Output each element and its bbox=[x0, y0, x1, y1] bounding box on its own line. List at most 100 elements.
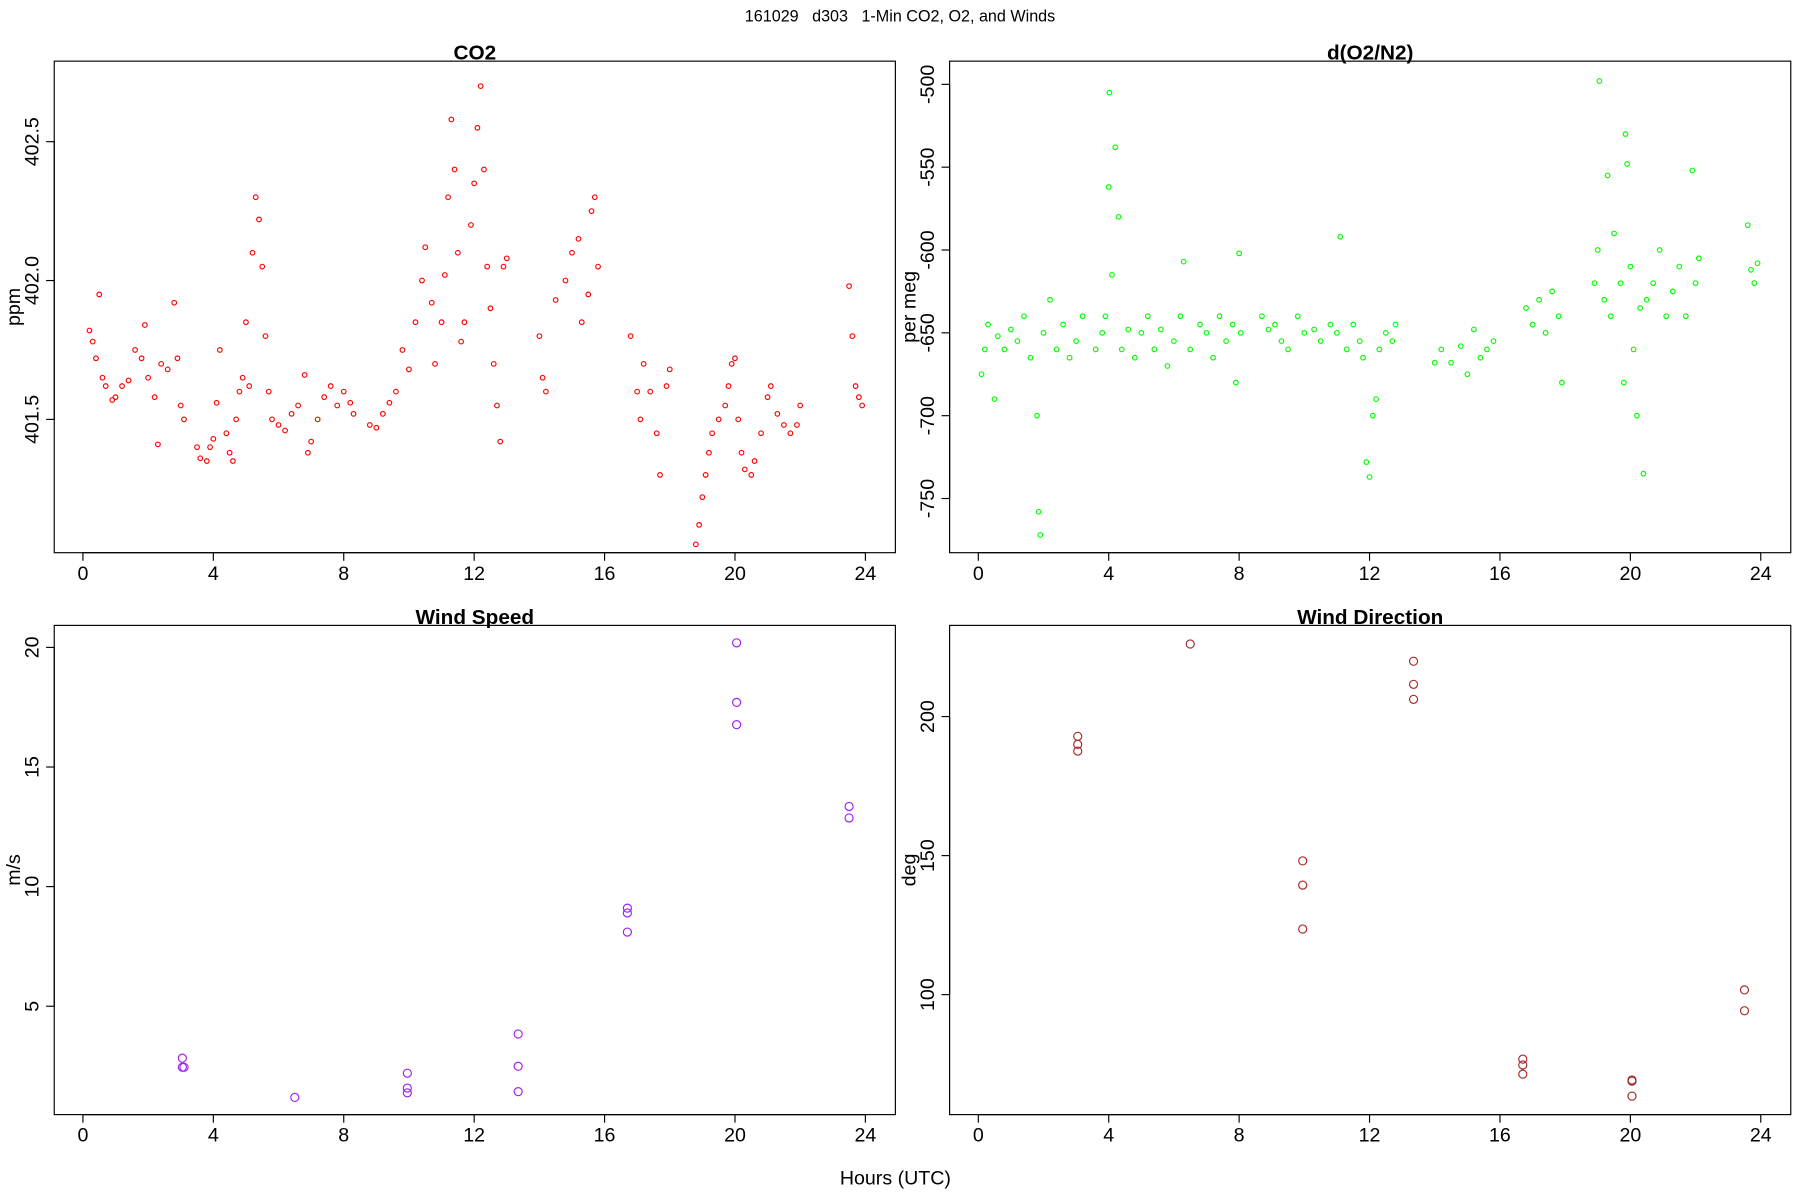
data-point bbox=[735, 416, 742, 423]
data-point bbox=[859, 402, 866, 409]
data-point bbox=[666, 366, 673, 373]
data-point bbox=[1617, 280, 1624, 287]
data-point bbox=[1555, 313, 1562, 320]
data-point bbox=[1229, 321, 1236, 328]
data-point bbox=[1021, 313, 1027, 320]
data-point bbox=[1604, 172, 1611, 179]
data-point bbox=[1591, 280, 1598, 287]
data-point bbox=[386, 399, 393, 406]
y-tick-label: 10 bbox=[22, 876, 44, 898]
data-point bbox=[340, 388, 347, 395]
data-point bbox=[1343, 346, 1350, 353]
data-point bbox=[1265, 326, 1272, 333]
data-point bbox=[432, 360, 438, 367]
data-point bbox=[1317, 338, 1324, 345]
data-point bbox=[1744, 222, 1751, 229]
data-point bbox=[728, 360, 735, 367]
data-point bbox=[295, 402, 301, 409]
panel-title: Wind Direction bbox=[1297, 606, 1443, 629]
data-point bbox=[731, 638, 742, 648]
data-point bbox=[578, 319, 585, 326]
data-point bbox=[780, 422, 787, 428]
y-tick-label: -550 bbox=[917, 147, 939, 186]
data-point bbox=[402, 1088, 412, 1098]
data-point bbox=[155, 441, 161, 448]
data-point bbox=[1099, 329, 1106, 336]
data-point bbox=[702, 472, 709, 478]
data-point bbox=[487, 305, 494, 312]
data-point bbox=[102, 383, 109, 389]
x-tick-label: 24 bbox=[854, 563, 876, 585]
data-point bbox=[1115, 213, 1122, 220]
data-point bbox=[1490, 338, 1497, 345]
data-point bbox=[1301, 329, 1308, 336]
data-point bbox=[1073, 746, 1083, 756]
data-point bbox=[722, 402, 729, 409]
data-point bbox=[461, 319, 468, 326]
data-point bbox=[213, 399, 220, 406]
data-point bbox=[445, 194, 451, 201]
data-point bbox=[647, 388, 654, 395]
x-tick-label: 8 bbox=[338, 1125, 349, 1147]
data-point bbox=[490, 360, 497, 367]
data-point bbox=[1278, 338, 1285, 345]
data-point bbox=[1523, 305, 1529, 311]
data-point bbox=[751, 458, 758, 464]
data-point bbox=[741, 466, 748, 473]
data-point bbox=[1408, 679, 1419, 689]
data-point bbox=[1112, 144, 1119, 151]
data-point bbox=[1748, 267, 1754, 273]
data-point bbox=[731, 697, 742, 708]
data-point bbox=[171, 299, 178, 306]
data-point bbox=[1373, 396, 1379, 403]
data-point bbox=[1073, 739, 1083, 750]
data-point bbox=[513, 1029, 523, 1039]
x-tick-label: 4 bbox=[208, 563, 219, 585]
data-point bbox=[194, 444, 200, 451]
data-point bbox=[1151, 346, 1158, 353]
data-point bbox=[301, 372, 308, 378]
data-point bbox=[1611, 230, 1617, 237]
data-point bbox=[256, 216, 262, 223]
data-point bbox=[653, 430, 660, 437]
data-point bbox=[692, 541, 699, 548]
data-point bbox=[1014, 338, 1021, 345]
data-point bbox=[1223, 338, 1229, 345]
data-point bbox=[738, 449, 745, 456]
data-point bbox=[321, 394, 328, 401]
data-point bbox=[1232, 379, 1239, 386]
data-point bbox=[1392, 321, 1399, 328]
data-point bbox=[1470, 326, 1477, 333]
data-point bbox=[500, 263, 507, 270]
data-point bbox=[1448, 359, 1454, 366]
data-point bbox=[1060, 321, 1066, 328]
data-point bbox=[1669, 288, 1676, 295]
data-point bbox=[1607, 313, 1614, 320]
data-point bbox=[1627, 1091, 1637, 1101]
x-tick-label: 24 bbox=[1750, 1125, 1772, 1147]
data-point bbox=[275, 422, 282, 428]
data-point bbox=[96, 291, 103, 298]
data-point bbox=[503, 255, 510, 262]
x-tick-label: 4 bbox=[208, 1125, 219, 1147]
data-point bbox=[474, 124, 481, 131]
data-point bbox=[1334, 329, 1340, 336]
data-point bbox=[562, 277, 569, 284]
plot-frame bbox=[53, 624, 896, 1116]
data-point bbox=[494, 402, 500, 409]
data-point bbox=[451, 166, 458, 173]
data-point bbox=[468, 222, 474, 228]
data-point bbox=[125, 377, 132, 384]
x-tick-label: 16 bbox=[1489, 563, 1511, 585]
x-tick-label: 0 bbox=[973, 563, 984, 585]
data-point bbox=[1066, 354, 1073, 361]
data-point bbox=[1751, 280, 1758, 287]
data-point bbox=[1754, 260, 1761, 267]
data-point bbox=[978, 371, 985, 378]
data-point bbox=[265, 388, 272, 395]
data-point bbox=[1144, 313, 1151, 320]
data-point bbox=[1408, 656, 1419, 666]
data-point bbox=[1079, 313, 1086, 320]
data-point bbox=[145, 374, 152, 381]
data-point bbox=[246, 383, 253, 389]
